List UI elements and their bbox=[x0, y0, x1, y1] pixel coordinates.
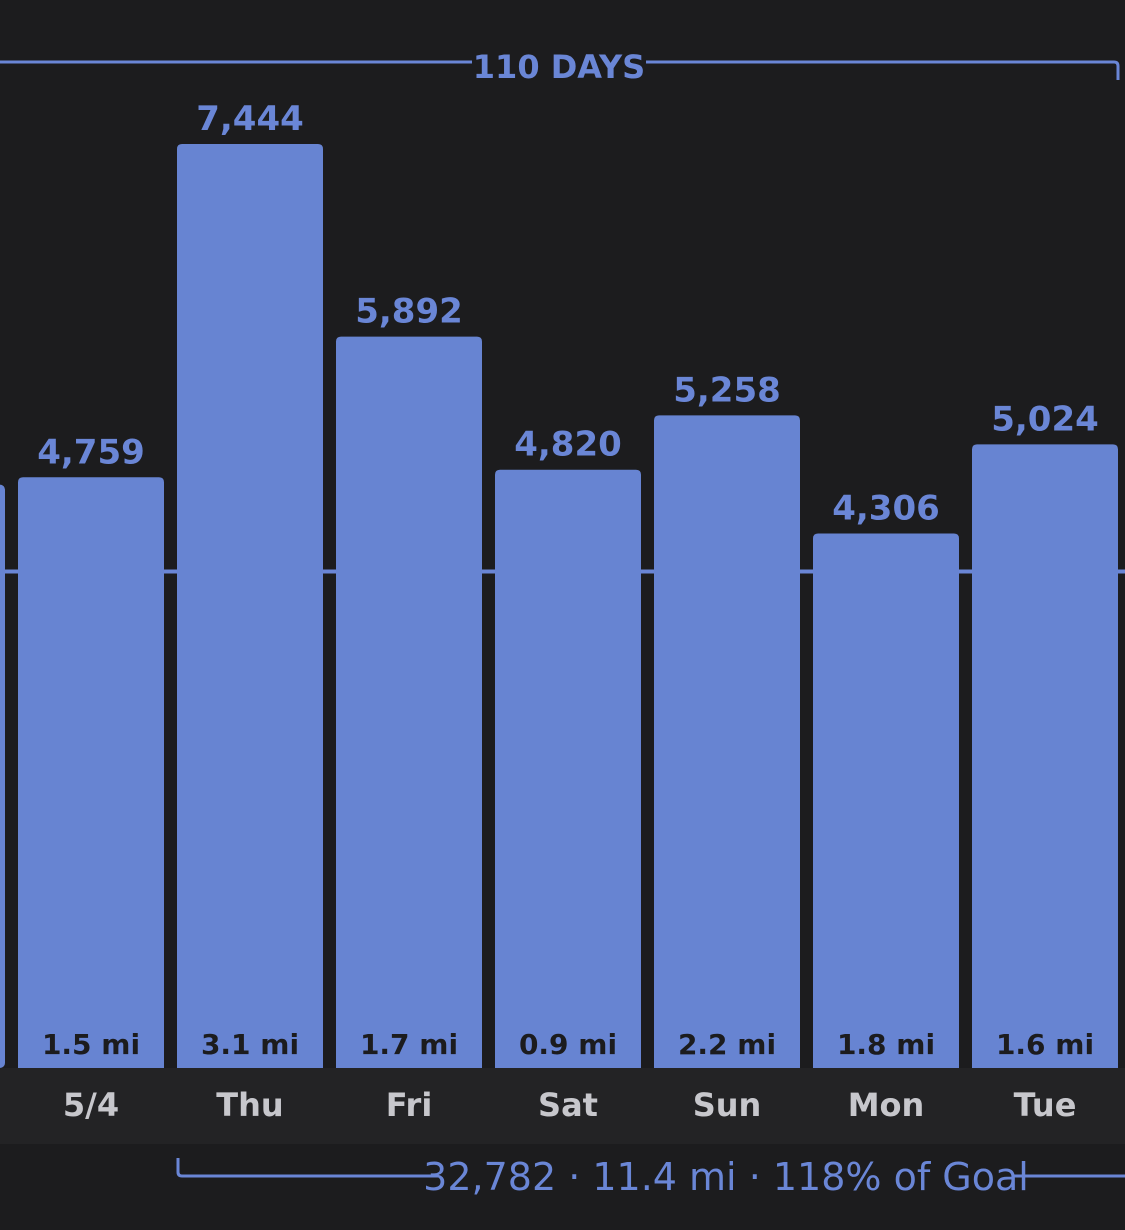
bars-layer: 4,759 1.5 mi 5/4 7,444 3.1 mi Thu 5,892 1.7 mi F… bbox=[0, 99, 1125, 1124]
bar-value-label: 4,306 bbox=[832, 489, 940, 529]
day-label: Mon bbox=[848, 1086, 925, 1124]
streak-label: 110 DAYS bbox=[473, 48, 645, 86]
day-label-strip bbox=[0, 1068, 1125, 1144]
bar-distance-label: 1.8 mi bbox=[837, 1028, 935, 1061]
bar-value-label: 4,820 bbox=[514, 425, 622, 465]
bar-distance-label: 1.6 mi bbox=[996, 1028, 1094, 1061]
streak-bracket bbox=[0, 60, 1120, 80]
day-label: Sun bbox=[693, 1086, 762, 1124]
day-label: Fri bbox=[386, 1086, 433, 1124]
bar bbox=[654, 415, 800, 1069]
bar-distance-label: 2.2 mi bbox=[678, 1028, 776, 1061]
bar-value-label: 4,759 bbox=[37, 432, 145, 472]
summary-bracket bbox=[176, 1158, 1125, 1178]
bar bbox=[18, 477, 164, 1068]
day-label: Sat bbox=[538, 1086, 598, 1124]
bar bbox=[495, 469, 641, 1069]
bar-value-label: 7,444 bbox=[196, 99, 304, 139]
bar bbox=[813, 533, 959, 1068]
bar-distance-label: 1.7 mi bbox=[360, 1028, 458, 1061]
bar bbox=[972, 444, 1118, 1068]
bar-value-label: 5,258 bbox=[673, 370, 781, 410]
bar-distance-label: 1.5 mi bbox=[42, 1028, 140, 1061]
bar-distance-label: 0.9 mi bbox=[519, 1028, 617, 1061]
bar bbox=[177, 144, 323, 1068]
bar-distance-label: 3.1 mi bbox=[201, 1028, 299, 1061]
day-label: Tue bbox=[1014, 1086, 1077, 1124]
summary-text: 32,782 · 11.4 mi · 118% of Goal bbox=[423, 1155, 1029, 1199]
bar-previous-partial bbox=[0, 484, 5, 1068]
bar bbox=[336, 336, 482, 1069]
day-label: Thu bbox=[216, 1086, 283, 1124]
bar-value-label: 5,892 bbox=[355, 292, 463, 332]
bar-value-label: 5,024 bbox=[991, 399, 1099, 439]
day-label: 5/4 bbox=[63, 1086, 119, 1124]
